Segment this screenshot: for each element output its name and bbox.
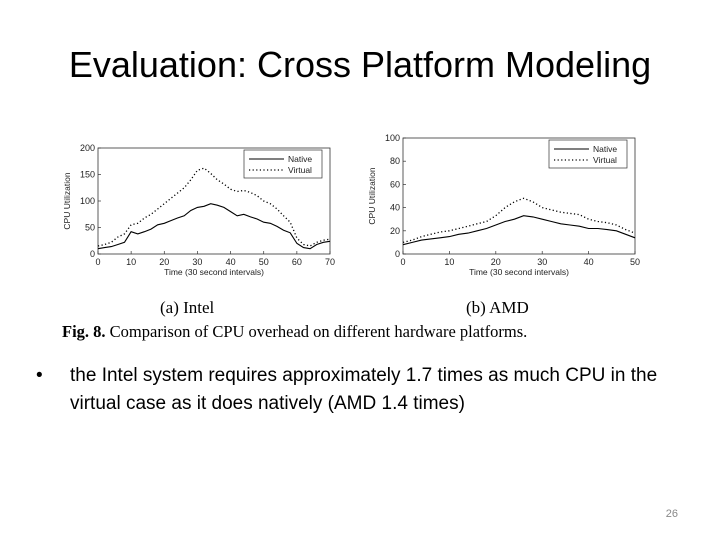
legend-native-label: Native xyxy=(288,154,312,164)
series-native-line xyxy=(97,203,331,250)
x-tick-label: 70 xyxy=(325,257,335,267)
legend-virtual-label: Virtual xyxy=(288,165,312,175)
x-axis-label: Time (30 second intervals) xyxy=(164,267,264,277)
series-virtual-line xyxy=(97,167,331,247)
x-axis-label: Time (30 second intervals) xyxy=(469,267,569,277)
subcaption-amd: (b) AMD xyxy=(466,298,529,317)
x-tick-label: 40 xyxy=(584,257,594,267)
y-tick-label: 200 xyxy=(80,143,95,153)
bullet-marker: • xyxy=(36,365,43,386)
y-tick-label: 0 xyxy=(395,249,400,259)
x-tick-label: 20 xyxy=(491,257,501,267)
figure: 0 50 100 150 200 0 10 20 30 40 50 60 70 Time (30 seco… xyxy=(60,130,650,345)
y-tick-label: 150 xyxy=(80,170,95,180)
slide-number: 26 xyxy=(665,508,678,520)
bullet-text: the Intel system requires approximately … xyxy=(70,365,658,414)
x-tick-label: 20 xyxy=(159,257,169,267)
figure-caption: Fig. 8. Comparison of CPU overhead on di… xyxy=(62,322,527,342)
legend-native-label: Native xyxy=(593,144,617,154)
series-virtual-line xyxy=(402,197,636,244)
y-tick-label: 100 xyxy=(385,133,400,143)
y-tick-label: 0 xyxy=(90,249,95,259)
y-axis-label: CPU Utilization xyxy=(367,167,377,224)
x-tick-label: 30 xyxy=(192,257,202,267)
x-tick-label: 50 xyxy=(630,257,640,267)
y-axis-label: CPU Utilization xyxy=(62,172,72,229)
y-tick-label: 40 xyxy=(390,203,400,213)
x-tick-label: 10 xyxy=(444,257,454,267)
y-tick-label: 100 xyxy=(80,196,95,206)
bullet-list: • the Intel system requires approximatel… xyxy=(36,362,676,418)
bullet-item: • the Intel system requires approximatel… xyxy=(36,362,676,418)
y-tick-label: 80 xyxy=(390,156,400,166)
legend-virtual-label: Virtual xyxy=(593,155,617,165)
x-tick-label: 40 xyxy=(226,257,236,267)
legend-box xyxy=(548,139,628,169)
x-tick-label: 30 xyxy=(537,257,547,267)
x-tick-label: 0 xyxy=(95,257,100,267)
x-tick-label: 0 xyxy=(400,257,405,267)
y-tick-label: 60 xyxy=(390,179,400,189)
x-tick-label: 60 xyxy=(292,257,302,267)
x-tick-label: 10 xyxy=(126,257,136,267)
y-tick-label: 50 xyxy=(85,223,95,233)
subcaption-intel: (a) Intel xyxy=(160,298,215,317)
slide-title: Evaluation: Cross Platform Modeling xyxy=(68,44,652,85)
chart-intel: 0 50 100 150 200 0 10 20 30 40 50 60 70 Time (30 seco… xyxy=(62,143,335,277)
figure-caption-text: Comparison of CPU overhead on different … xyxy=(109,322,528,341)
chart-amd: 0 20 40 60 80 100 0 10 20 30 40 50 Time (30 second i… xyxy=(367,133,640,277)
legend-box xyxy=(243,149,323,179)
figure-caption-label: Fig. 8. xyxy=(62,322,106,341)
series-native-line xyxy=(402,215,636,246)
x-tick-label: 50 xyxy=(259,257,269,267)
y-tick-label: 20 xyxy=(390,226,400,236)
